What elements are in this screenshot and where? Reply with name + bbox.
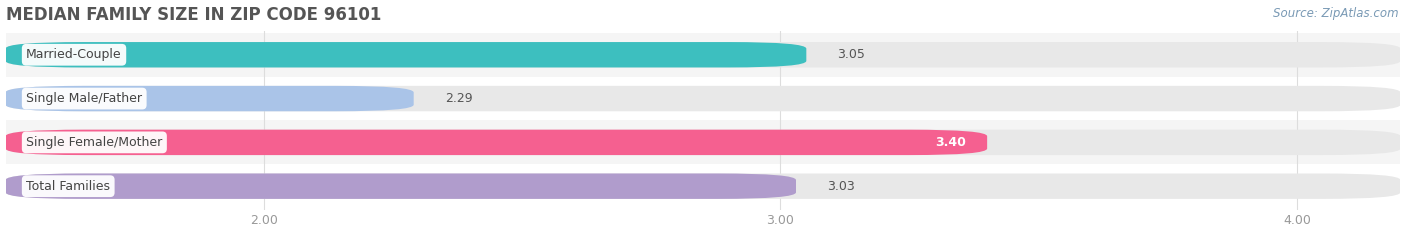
FancyBboxPatch shape — [6, 130, 1400, 155]
FancyBboxPatch shape — [6, 86, 1400, 111]
Text: Married-Couple: Married-Couple — [27, 48, 122, 61]
Text: Single Male/Father: Single Male/Father — [27, 92, 142, 105]
FancyBboxPatch shape — [6, 174, 1400, 199]
FancyBboxPatch shape — [6, 86, 413, 111]
Text: 3.40: 3.40 — [935, 136, 966, 149]
FancyBboxPatch shape — [6, 42, 1400, 68]
Bar — [6, 164, 1400, 208]
Text: 3.05: 3.05 — [838, 48, 865, 61]
Text: 3.03: 3.03 — [827, 180, 855, 193]
Text: 2.29: 2.29 — [444, 92, 472, 105]
FancyBboxPatch shape — [6, 130, 987, 155]
FancyBboxPatch shape — [6, 174, 796, 199]
Bar — [6, 120, 1400, 164]
FancyBboxPatch shape — [6, 42, 806, 68]
Bar — [6, 33, 1400, 77]
Text: Single Female/Mother: Single Female/Mother — [27, 136, 163, 149]
Text: MEDIAN FAMILY SIZE IN ZIP CODE 96101: MEDIAN FAMILY SIZE IN ZIP CODE 96101 — [6, 6, 381, 24]
Bar — [6, 77, 1400, 120]
Text: Total Families: Total Families — [27, 180, 110, 193]
Text: Source: ZipAtlas.com: Source: ZipAtlas.com — [1274, 7, 1399, 20]
